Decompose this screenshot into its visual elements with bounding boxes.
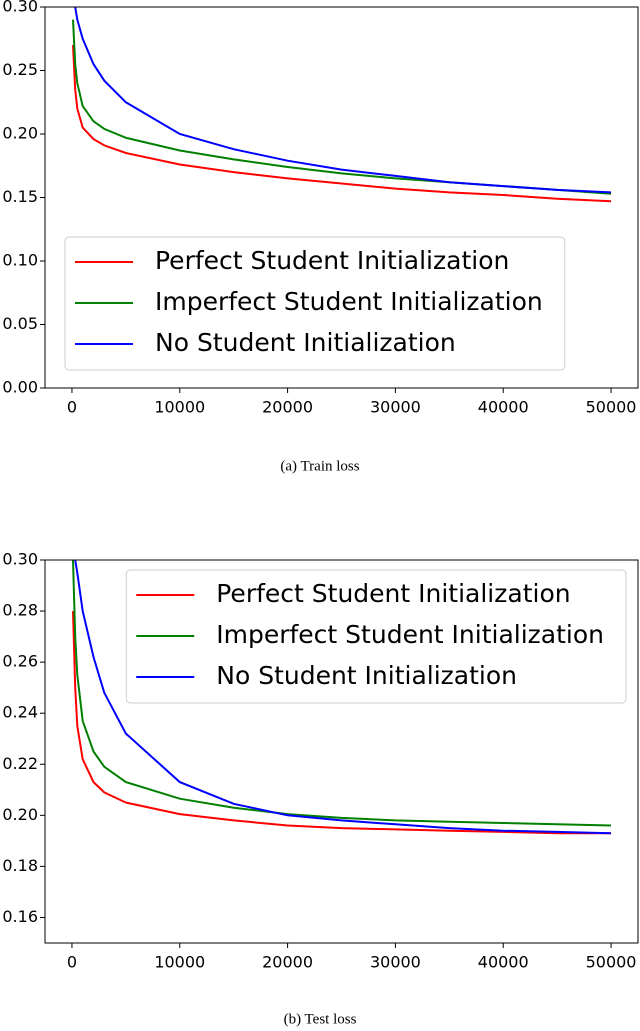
chart: 0 10000 20000 30000 40000 50000 0.16 0.18 0.20 0.…	[2, 550, 639, 1027]
x-tick-label: 50000	[586, 398, 637, 417]
y-tick-label: 0.15	[2, 187, 38, 206]
y-tick-label: 0.30	[2, 550, 38, 569]
legend-frame	[64, 236, 566, 371]
legend-label: Imperfect Student Initialization	[155, 287, 543, 316]
x-tick-label: 40000	[478, 953, 529, 972]
legend: Perfect Student Initialization Imperfect …	[64, 236, 566, 371]
x-tick-label: 0	[67, 398, 77, 417]
y-tick-label: 0.10	[2, 251, 38, 270]
axes-frame	[44, 6, 639, 389]
y-tick-label: 0.22	[2, 754, 38, 773]
line-series	[72, 560, 612, 827]
legend-label: Perfect Student Initialization	[155, 246, 509, 275]
x-tick-label: 10000	[154, 953, 205, 972]
y-tick-label: 0.16	[2, 907, 38, 926]
legend-label: No Student Initialization	[155, 328, 456, 357]
y-tick-label: 0.30	[2, 0, 38, 16]
x-tick-label: 30000	[370, 398, 421, 417]
y-tick-label: 0.25	[2, 60, 38, 79]
legend-label: Imperfect Student Initialization	[216, 620, 604, 649]
y-tick-label: 0.28	[2, 601, 38, 620]
chart: 0 10000 20000 30000 40000 50000 0.00 0.05 0.10 0.…	[2, 0, 639, 474]
y-tick-label: 0.24	[2, 703, 38, 722]
y-tick-label: 0.18	[2, 856, 38, 875]
x-tick-label: 20000	[262, 398, 313, 417]
legend-frame	[125, 569, 627, 704]
axes-frame	[44, 559, 639, 944]
y-tick-label: 0.20	[2, 124, 38, 143]
caption: (b) Test loss	[284, 1011, 357, 1027]
line-series	[74, 7, 612, 194]
line-series	[72, 45, 612, 203]
line-series	[74, 560, 612, 835]
x-tick-label: 30000	[370, 953, 421, 972]
legend-label: Perfect Student Initialization	[216, 579, 570, 608]
y-tick-label: 0.20	[2, 805, 38, 824]
legend: Perfect Student Initialization Imperfect …	[125, 569, 627, 704]
x-tick-label: 50000	[586, 953, 637, 972]
y-tick-label: 0.00	[2, 378, 38, 397]
caption: (a) Train loss	[280, 458, 359, 474]
line-series	[72, 19, 612, 195]
x-tick-label: 10000	[154, 398, 205, 417]
legend-label: No Student Initialization	[216, 661, 517, 690]
x-tick-label: 20000	[262, 953, 313, 972]
line-series	[72, 611, 611, 835]
x-tick-label: 40000	[478, 398, 529, 417]
x-tick-label: 0	[67, 953, 77, 972]
y-tick-label: 0.05	[2, 314, 38, 333]
y-tick-label: 0.26	[2, 652, 38, 671]
